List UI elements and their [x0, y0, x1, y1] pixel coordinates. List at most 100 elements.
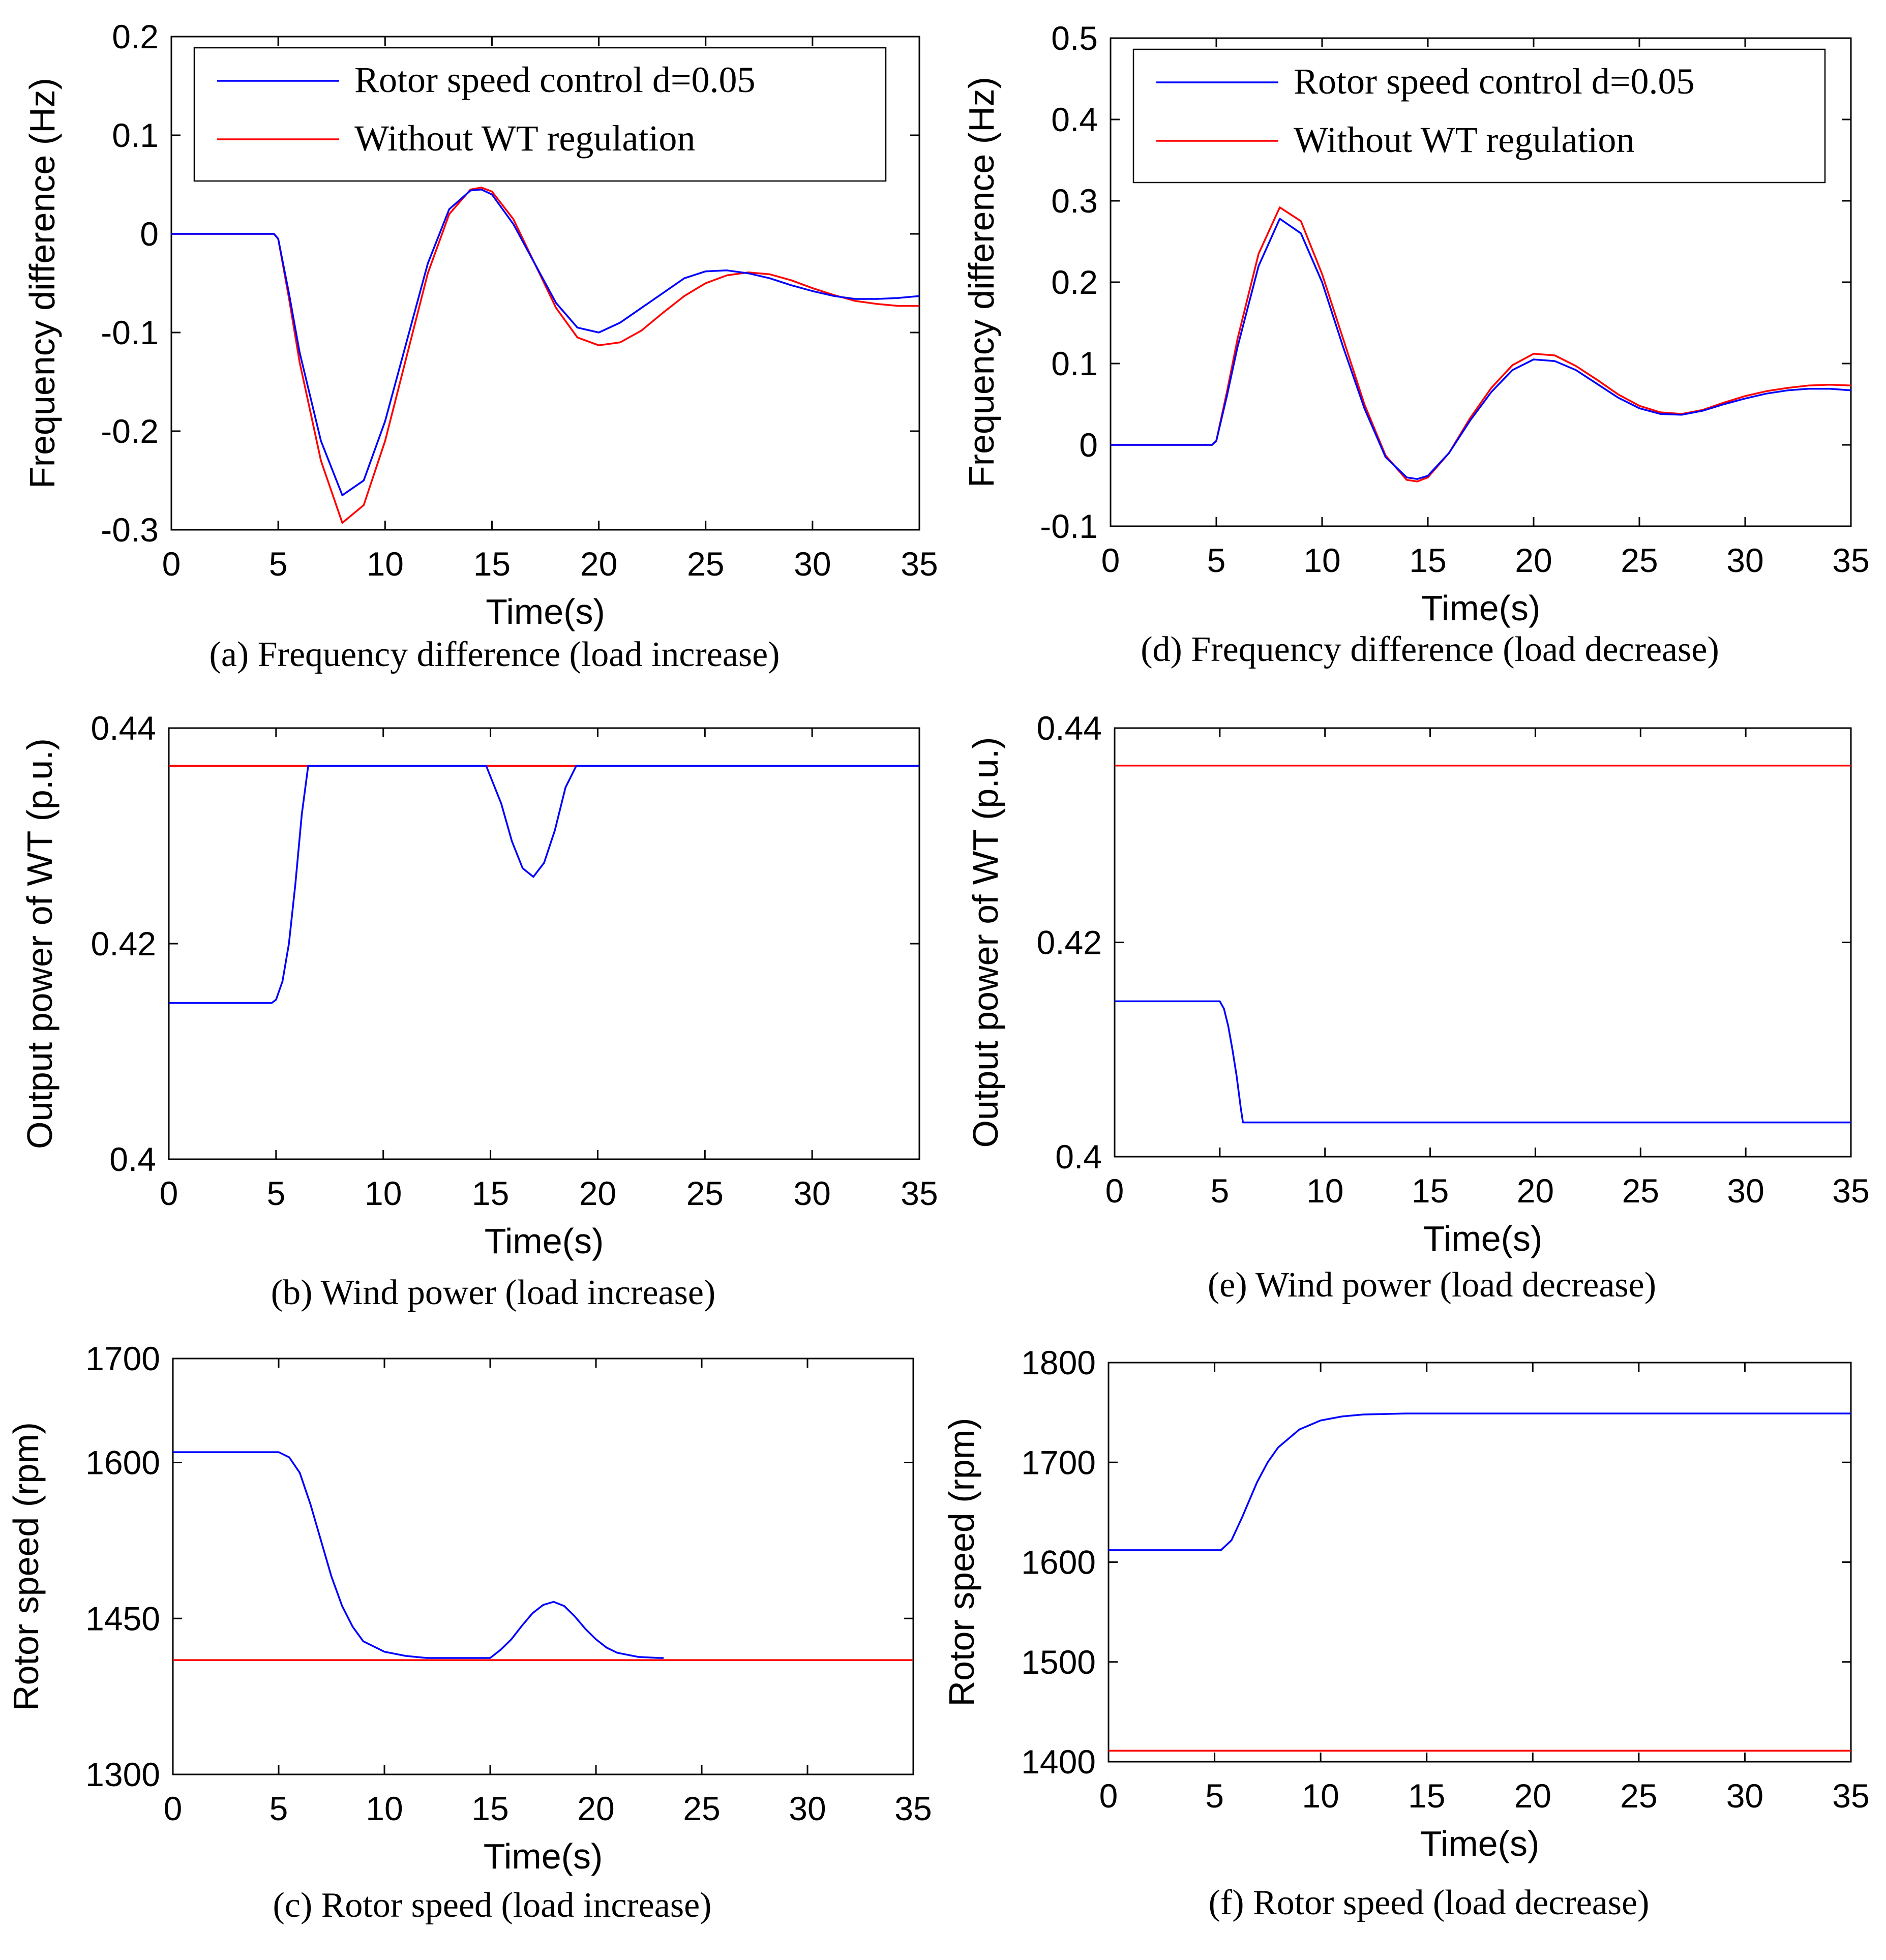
x-tick-label: 30 [1726, 541, 1763, 579]
chart-panel-d: 0 5 10 15 20 25 30 350.50.40.30.20.10-0.1Time(s… [962, 19, 1870, 669]
x-tick-label: 10 [367, 545, 404, 583]
x-tick-label: 30 [789, 1790, 826, 1827]
x-tick-label: 25 [1620, 1777, 1657, 1815]
x-tick-label: 0 [1101, 541, 1120, 579]
x-tick-label: 5 [269, 545, 288, 583]
x-tick-label: 15 [472, 1174, 509, 1212]
y-tick-label: 0.42 [1037, 924, 1102, 961]
y-tick-label: 0.1 [1051, 345, 1098, 382]
panel-caption: (a) Frequency difference (load increase) [209, 635, 780, 674]
plot-area-frame [1114, 727, 1852, 1158]
x-tick-label: 0 [162, 545, 181, 583]
y-tick-label: 0.1 [112, 116, 159, 154]
x-tick-label: 10 [1303, 541, 1340, 579]
x-axis-label: Time(s) [1423, 1219, 1543, 1258]
x-tick-label: 25 [686, 1174, 724, 1212]
x-tick-label: 0 [1099, 1777, 1118, 1815]
x-tick-label: 35 [901, 545, 938, 583]
x-tick-label: 5 [1207, 541, 1226, 579]
y-tick-label: 0.2 [1051, 263, 1098, 301]
x-tick-label: 15 [1408, 1777, 1445, 1815]
x-axis-label: Time(s) [484, 1836, 603, 1876]
y-tick-label: 1600 [85, 1444, 160, 1482]
y-tick-label: 1600 [1021, 1544, 1096, 1581]
y-axis-label: Output power of WT (p.u.) [966, 737, 1005, 1148]
x-tick-label: 25 [1621, 541, 1658, 579]
y-tick-label: 1700 [1021, 1443, 1096, 1481]
y-tick-label: 0.42 [91, 925, 156, 962]
x-axis-label: Time(s) [1420, 1824, 1540, 1863]
y-axis-label: Frequency difference (Hz) [22, 78, 62, 489]
x-tick-label: 20 [1517, 1172, 1554, 1210]
x-tick-label: 20 [1515, 541, 1552, 579]
x-tick-label: 35 [1832, 1777, 1869, 1815]
y-axis-label: Rotor speed (rpm) [942, 1418, 981, 1707]
y-tick-label: 0.4 [1055, 1138, 1102, 1175]
x-tick-label: 30 [1726, 1777, 1763, 1815]
x-tick-label: 10 [366, 1790, 403, 1827]
legend-box [1132, 48, 1826, 184]
plot-area-frame [168, 727, 920, 1160]
y-tick-label: 1300 [85, 1756, 160, 1793]
y-tick-label: 0.4 [109, 1140, 156, 1178]
x-tick-label: 20 [1514, 1777, 1551, 1815]
series-line-without-wt-regulation [171, 187, 919, 524]
x-tick-label: 5 [1205, 1777, 1224, 1815]
y-tick-label: 0 [140, 215, 159, 253]
y-tick-label: -0.3 [101, 511, 159, 549]
y-tick-label: -0.1 [101, 314, 159, 351]
x-axis-label: Time(s) [485, 1221, 604, 1261]
y-tick-label: 1700 [85, 1340, 160, 1377]
x-tick-label: 30 [1727, 1172, 1764, 1210]
x-tick-label: 0 [1105, 1172, 1124, 1210]
y-tick-label: 1500 [1021, 1643, 1096, 1681]
y-tick-label: 0.44 [1037, 709, 1102, 747]
x-axis-label: Time(s) [1421, 588, 1541, 628]
panel-caption: (d) Frequency difference (load decrease) [1141, 630, 1719, 669]
y-tick-label: 0.5 [1051, 19, 1098, 57]
x-tick-label: 35 [894, 1790, 932, 1827]
x-tick-label: 20 [577, 1790, 614, 1827]
x-tick-label: 25 [1622, 1172, 1659, 1210]
chart-panel-b: 0 5 10 15 20 25 30 35 0.44 0.42 0.4 Time(s) Output p… [20, 709, 938, 1312]
legend-label: Rotor speed control d=0.05 [1294, 61, 1694, 102]
y-tick-label: -0.2 [101, 412, 159, 450]
series-line-rotor-speed-control [1111, 218, 1851, 480]
panel-caption: (b) Wind power (load increase) [271, 1273, 715, 1312]
x-tick-label: 30 [793, 1174, 830, 1212]
x-tick-label: 5 [1210, 1172, 1229, 1210]
legend-label: Without WT regulation [354, 118, 695, 159]
y-tick-label: 0.2 [112, 18, 159, 55]
x-tick-label: 25 [683, 1790, 720, 1827]
x-tick-label: 15 [1409, 541, 1446, 579]
x-tick-label: 10 [365, 1174, 402, 1212]
x-tick-label: 35 [1832, 1172, 1869, 1210]
x-axis-label: Time(s) [486, 592, 605, 631]
legend-label: Rotor speed control d=0.05 [354, 59, 755, 100]
x-tick-label: 0 [160, 1174, 178, 1212]
x-tick-label: 25 [687, 545, 724, 583]
series-line-rotor-speed-control [1115, 1000, 1851, 1124]
plot-area-frame [1107, 1362, 1852, 1763]
y-tick-label: 1450 [85, 1600, 160, 1637]
panel-caption: (c) Rotor speed (load increase) [273, 1886, 712, 1925]
y-tick-label: -0.1 [1040, 507, 1098, 545]
legend-label: Without WT regulation [1294, 119, 1634, 160]
chart-panel-a: 0 5 10 15 20 25 30 35 0.2 0.1 0 -0.1 -0.2 -0.3 Time(s)… [22, 18, 938, 674]
x-tick-label: 35 [901, 1174, 938, 1212]
chart-panel-c: 0 5 10 15 20 25 30 35 1700 1600 1450 1300 Time(s) Rot… [6, 1340, 932, 1925]
x-tick-label: 15 [473, 545, 511, 583]
chart-panel-e: 0 5 10 15 20 25 30 35 0.44 0.42 0.4 Time(s) Output p… [966, 709, 1870, 1305]
panel-caption: (e) Wind power (load decrease) [1208, 1265, 1656, 1305]
y-axis-label: Frequency difference (Hz) [962, 77, 1001, 488]
series-line-without-wt-regulation [1111, 206, 1851, 483]
y-axis-label: Output power of WT (p.u.) [20, 738, 59, 1149]
x-tick-label: 35 [1832, 541, 1869, 579]
x-tick-label: 15 [1412, 1172, 1449, 1210]
y-tick-label: 0 [1079, 426, 1098, 464]
y-tick-label: 1400 [1021, 1743, 1096, 1781]
x-tick-label: 10 [1302, 1777, 1339, 1815]
x-tick-label: 15 [471, 1790, 508, 1827]
y-axis-label: Rotor speed (rpm) [6, 1422, 46, 1711]
